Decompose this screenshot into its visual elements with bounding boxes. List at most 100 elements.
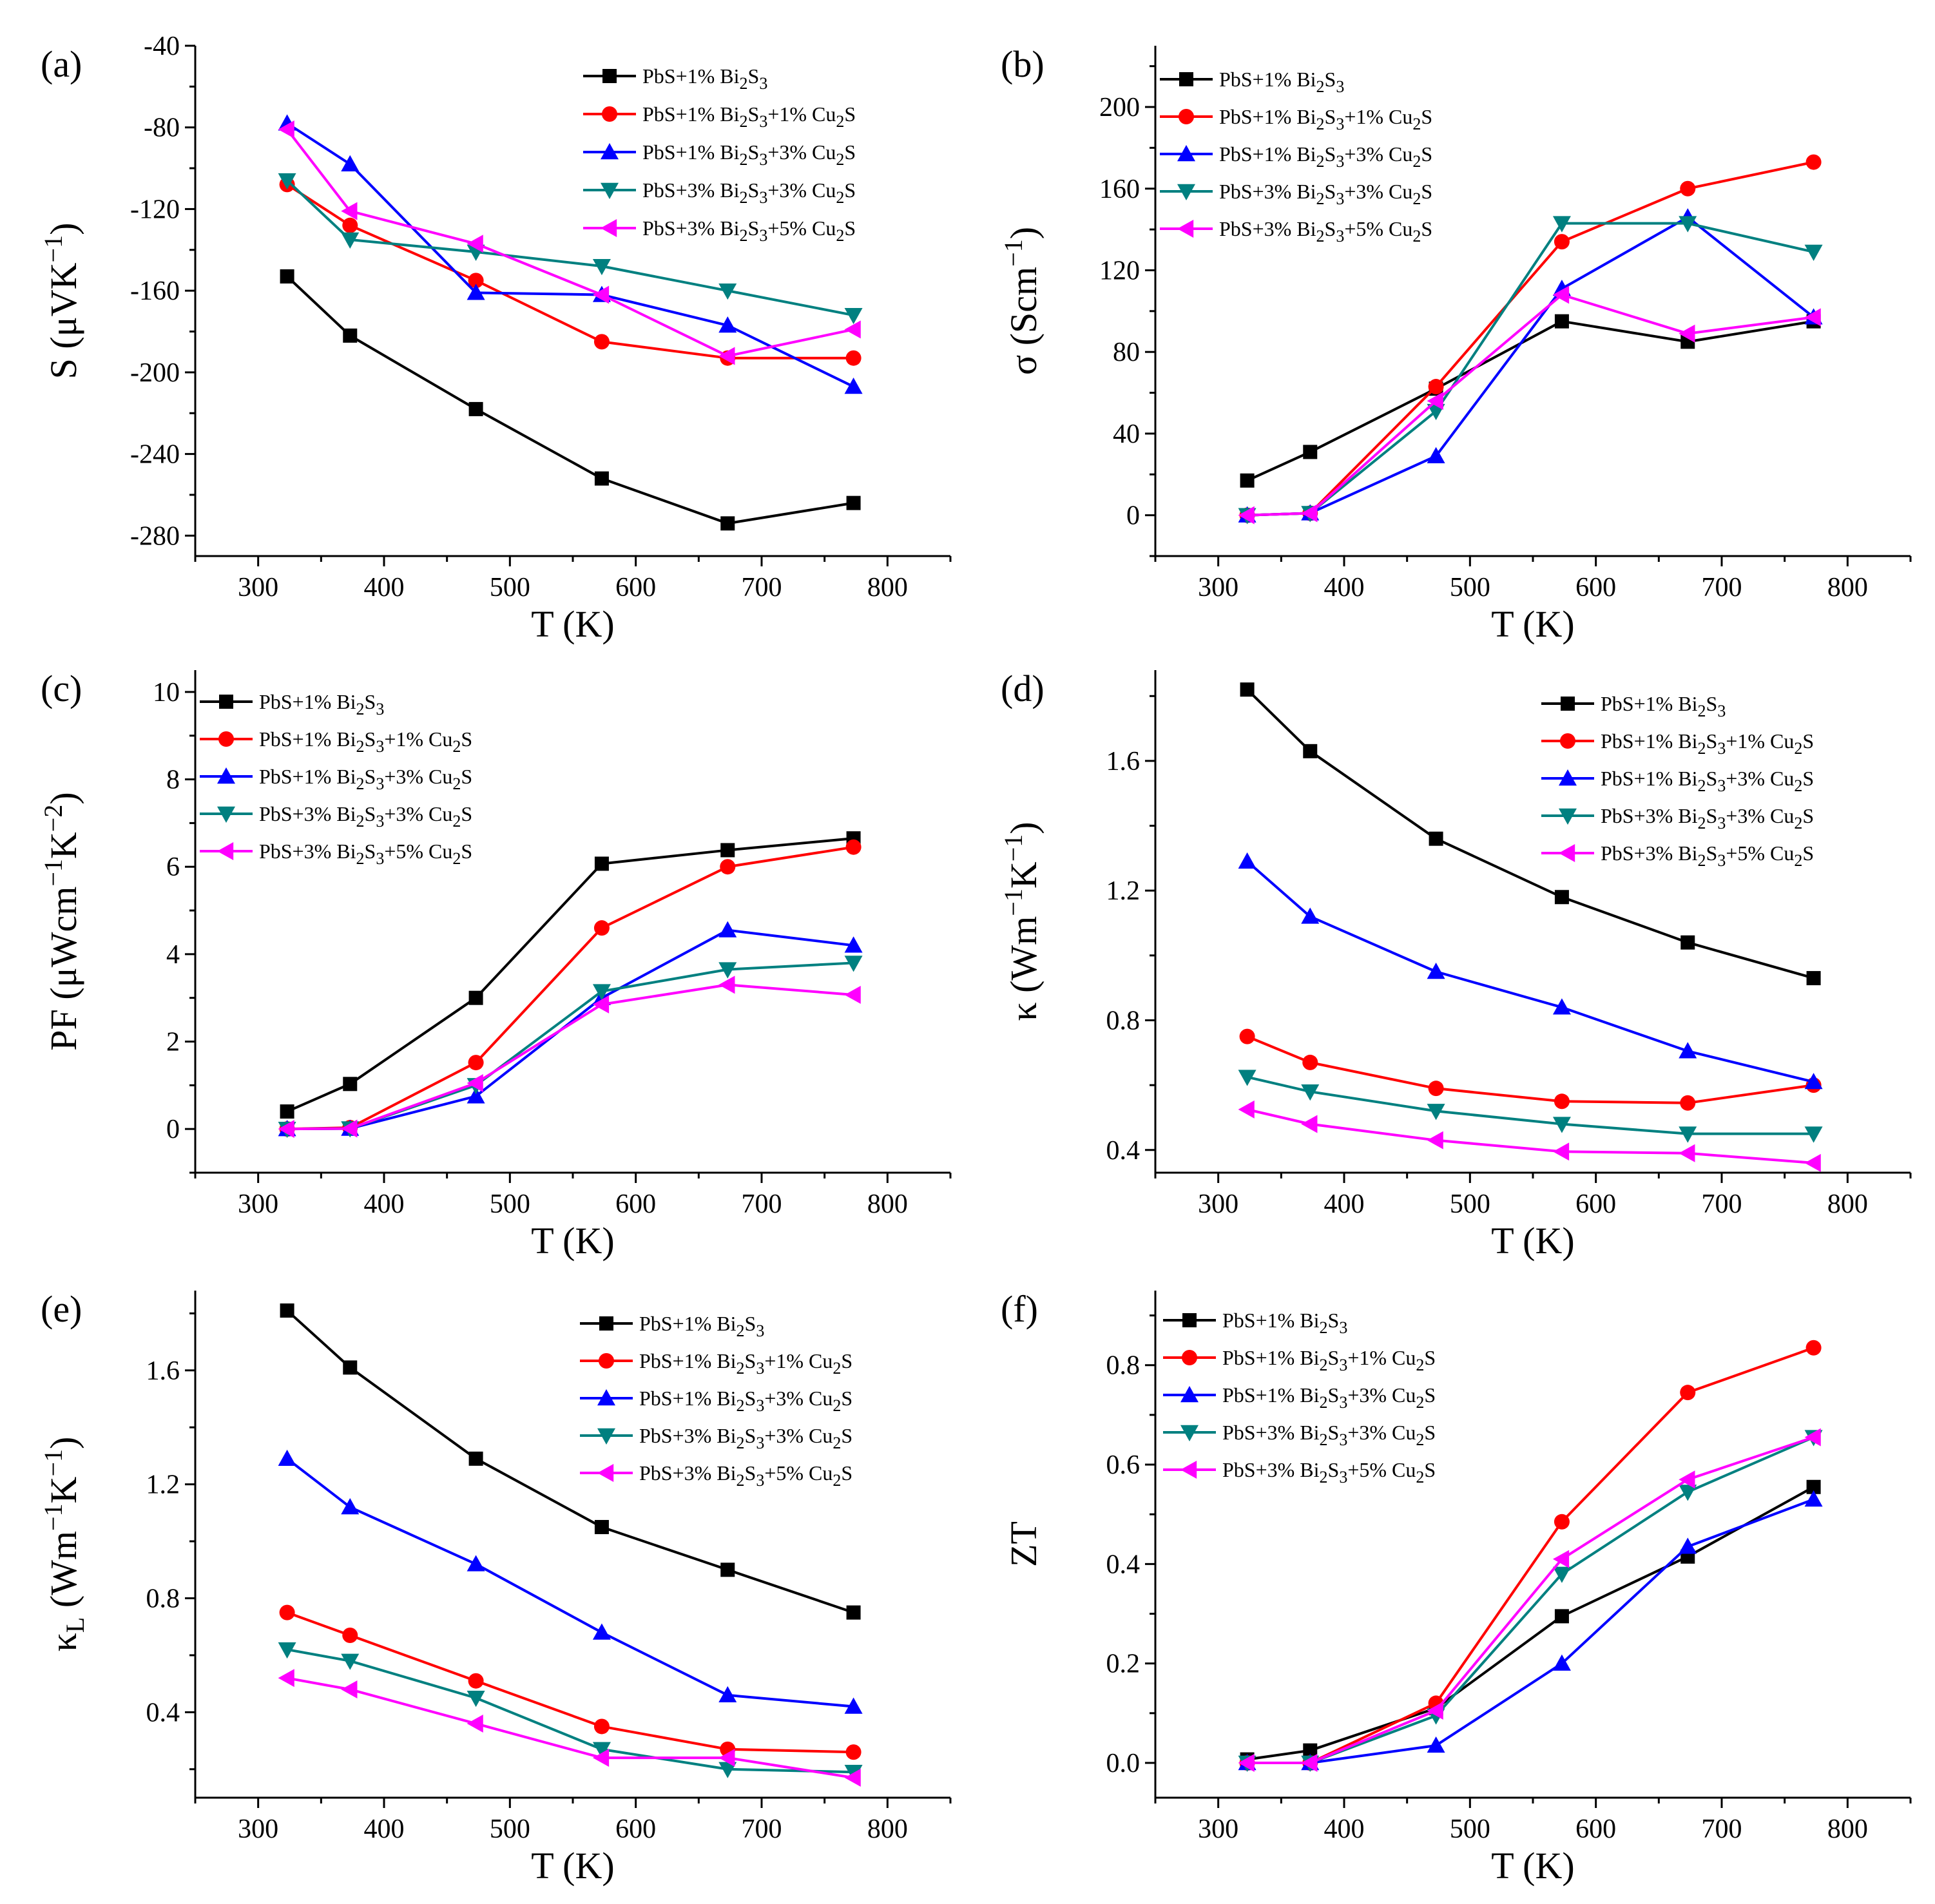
legend-entry: PbS+3% Bi2S3+5% Cu2S xyxy=(1541,841,1814,870)
text-part: 3 xyxy=(759,150,767,169)
text-part: S xyxy=(1706,729,1718,753)
series-4 xyxy=(1238,216,1823,524)
text-part: 3 xyxy=(1336,115,1344,133)
y-axis-title: ZT xyxy=(1003,1521,1045,1567)
text-part: 2 xyxy=(1320,1468,1328,1486)
series-4 xyxy=(278,1642,863,1782)
series-1 xyxy=(280,1303,861,1620)
y-tick-label: 0.6 xyxy=(1106,1450,1141,1480)
data-point xyxy=(720,516,735,531)
x-tick-label: 400 xyxy=(1324,573,1365,602)
panel-b: 300 400 500 600 700 800 0 40 80 120 160 200 T (K) σ (… xyxy=(999,43,1912,645)
panel-label: (a) xyxy=(41,43,82,85)
x-tick-label: 600 xyxy=(615,1189,656,1219)
legend-entry: PbS+3% Bi2S3+3% Cu2S xyxy=(1163,1421,1436,1449)
legend-label: PbS+3% Bi2S3+5% Cu2S xyxy=(1219,217,1432,245)
x-tick-label: 700 xyxy=(742,573,782,602)
text-part: +5% Cu xyxy=(1347,1458,1416,1481)
data-point xyxy=(593,920,610,936)
legend-marker xyxy=(602,106,617,122)
text-part: S xyxy=(748,216,760,240)
data-point xyxy=(1239,1028,1255,1044)
data-point xyxy=(1238,852,1256,869)
series-3 xyxy=(1238,208,1823,523)
data-point xyxy=(1554,234,1570,250)
text-part: −1 xyxy=(999,889,1028,916)
text-part: S xyxy=(1424,1458,1436,1481)
text-part: S xyxy=(461,765,472,788)
text-part: PbS+1% Bi xyxy=(1222,1309,1320,1332)
data-point xyxy=(1552,1117,1571,1133)
panel-a: 300 400 500 600 700 800 -280 -240 -200 -160 -120 -8… xyxy=(39,32,952,645)
text-part: 2 xyxy=(356,700,365,718)
data-point xyxy=(1301,907,1320,924)
panel-f: 300 400 500 600 700 800 0.0 0.2 0.4 0.6 0.8 T (K) ZT… xyxy=(1001,1288,1912,1887)
text-part: 2 xyxy=(833,1471,841,1490)
legend-entry: PbS+3% Bi2S3+3% Cu2S xyxy=(1541,804,1814,832)
text-part: 2 xyxy=(1316,227,1325,245)
text-part: 2 xyxy=(452,774,461,793)
data-point xyxy=(467,1691,485,1707)
data-point xyxy=(1679,324,1695,343)
x-tick-label: 500 xyxy=(1450,1814,1490,1844)
text-part: +1% Cu xyxy=(1347,1346,1416,1369)
series-line xyxy=(286,837,854,1113)
data-point xyxy=(468,401,483,416)
text-part: 2 xyxy=(833,1396,841,1415)
x-tick-label: 700 xyxy=(742,1189,782,1219)
data-point xyxy=(468,1451,483,1466)
series-5 xyxy=(278,120,861,365)
text-part: PbS+3% Bi xyxy=(259,802,356,825)
series-3 xyxy=(1238,852,1823,1090)
text-part: 2 xyxy=(452,849,461,868)
text-part: 3 xyxy=(376,700,384,718)
legend-marker xyxy=(597,1428,615,1445)
text-part: S xyxy=(844,102,856,126)
text-part: PbS+3% Bi xyxy=(259,840,356,863)
data-point xyxy=(1804,1153,1821,1172)
data-point xyxy=(468,990,483,1005)
x-tick-label: 400 xyxy=(1324,1814,1365,1844)
text-part: +3% Cu xyxy=(767,140,836,164)
data-point xyxy=(844,1769,861,1787)
panel-label: (f) xyxy=(1001,1288,1038,1330)
text-part: +5% Cu xyxy=(764,1461,833,1485)
data-point xyxy=(1680,935,1695,950)
text-part: L xyxy=(61,1617,90,1633)
data-point xyxy=(1303,1743,1318,1758)
text-part: 3 xyxy=(376,812,384,831)
data-point xyxy=(845,839,862,855)
legend-label: PbS+3% Bi2S3+3% Cu2S xyxy=(1601,804,1814,832)
data-point xyxy=(343,1360,358,1375)
text-part: PF (μWcm xyxy=(43,887,84,1051)
text-part: 3 xyxy=(1336,77,1344,96)
text-part: PbS+1% Bi xyxy=(1219,68,1316,91)
x-tick-label: 700 xyxy=(1702,573,1742,602)
legend-entry: PbS+1% Bi2S3+3% Cu2S xyxy=(200,765,472,793)
data-point xyxy=(720,1563,735,1577)
data-point xyxy=(844,378,863,394)
data-point xyxy=(844,956,863,972)
panel-label: (b) xyxy=(1001,43,1045,85)
data-point xyxy=(1428,1081,1444,1097)
series-line xyxy=(286,183,854,360)
legend-marker xyxy=(1180,1425,1199,1441)
panel-label: (d) xyxy=(1001,668,1045,709)
legend-entry: PbS+3% Bi2S3+5% Cu2S xyxy=(580,1461,852,1490)
text-part: S xyxy=(745,1312,756,1335)
legend-entry: PbS+3% Bi2S3+3% Cu2S xyxy=(580,1424,852,1452)
series-line xyxy=(286,1611,854,1754)
text-part: S xyxy=(1802,767,1814,790)
x-tick-label: 800 xyxy=(1827,573,1868,602)
legend-label: PbS+1% Bi2S3+1% Cu2S xyxy=(639,1349,852,1378)
x-tick-label: 300 xyxy=(238,573,278,602)
data-point xyxy=(845,350,862,366)
text-part: 3 xyxy=(756,1471,764,1490)
series-line xyxy=(1247,1346,1815,1764)
series-1 xyxy=(280,269,861,531)
x-tick-label: 500 xyxy=(490,1189,530,1219)
data-point xyxy=(593,1718,610,1735)
text-part: 2 xyxy=(1416,1430,1424,1449)
